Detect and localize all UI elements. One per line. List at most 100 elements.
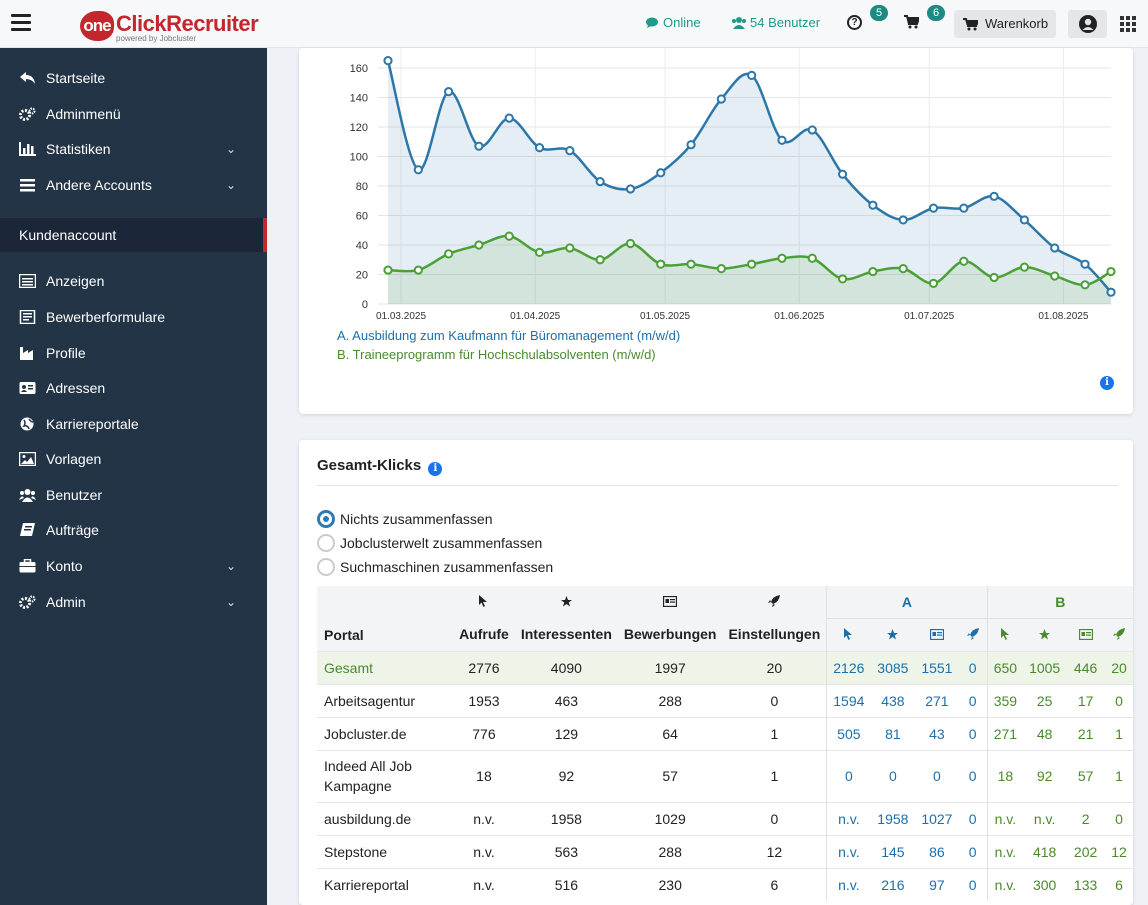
data-point: [686, 259, 696, 269]
radio-label: Jobclusterwelt zusammenfassen: [340, 535, 543, 551]
table-cell-a: 0: [958, 650, 988, 684]
table-cell: 1997: [617, 650, 723, 684]
x-tick-label: 01.07.2025: [904, 311, 954, 322]
table-cell-b: 650: [986, 650, 1024, 684]
portal-name: Gesamt: [317, 650, 454, 684]
x-tick-label: 01.04.2025: [510, 311, 560, 322]
table-cell-a: 3085: [870, 650, 916, 684]
data-point: [565, 146, 575, 156]
table-cell: n.v.: [453, 801, 515, 835]
col-header-einstellungen[interactable]: Einstellungen: [722, 618, 827, 651]
sidebar-item-bewerberformulare[interactable]: Bewerberformulare: [0, 300, 267, 334]
online-link[interactable]: Online: [646, 15, 701, 30]
data-point: [504, 231, 514, 241]
sidebar-item-profile[interactable]: Profile: [0, 336, 267, 370]
table-cell-a: 43: [915, 716, 959, 750]
data-point: [928, 203, 939, 213]
table-cell-b: 359: [986, 683, 1024, 717]
data-point: [413, 165, 423, 175]
rocket-icon: [1105, 617, 1133, 651]
legend-item[interactable]: B. Traineeprogramm für Hochschulabsolven…: [337, 347, 656, 362]
table-cell: n.v.: [453, 867, 515, 901]
sidebar: Startseite Adminmenü Statistiken ⌄ Ander…: [0, 48, 267, 905]
cart-icon[interactable]: [904, 15, 919, 29]
sidebar-item-kundenaccount[interactable]: Kundenaccount: [0, 218, 267, 252]
chevron-down-icon: ⌄: [226, 142, 237, 156]
online-label: Online: [663, 15, 701, 30]
sidebar-item-andere-accounts[interactable]: Andere Accounts ⌄: [0, 168, 267, 202]
sidebar-item-adminmenu[interactable]: Adminmenü: [0, 97, 267, 131]
table-cell-a: 1594: [826, 683, 871, 717]
radio-circle[interactable]: [317, 510, 335, 528]
sidebar-item-konto[interactable]: Konto ⌄: [0, 549, 267, 583]
radio-circle[interactable]: [317, 558, 335, 576]
data-point: [747, 259, 757, 269]
data-point: [1050, 243, 1060, 253]
data-point: [898, 215, 908, 225]
sidebar-item-admin[interactable]: Admin ⌄: [0, 585, 267, 619]
sidebar-item-anzeigen[interactable]: Anzeigen: [0, 264, 267, 298]
help-icon[interactable]: ?: [847, 15, 862, 30]
col-header-bewerbungen[interactable]: Bewerbungen: [617, 618, 723, 651]
col-header-aufrufe[interactable]: Aufrufe: [453, 618, 515, 651]
star-icon: [870, 617, 916, 651]
table-cell-a: n.v.: [826, 867, 871, 901]
table-cell: 64: [617, 716, 723, 750]
radio-circle[interactable]: [317, 534, 335, 552]
chevron-down-icon: ⌄: [226, 178, 237, 192]
data-point: [928, 278, 939, 288]
back-arrow-icon: [20, 72, 35, 84]
logo-badge: one: [80, 11, 114, 41]
y-tick-label: 100: [350, 152, 368, 164]
logo[interactable]: one ClickRecruiter powered by Jobcluster: [66, 5, 259, 45]
data-point: [837, 274, 848, 284]
info-icon[interactable]: i: [1100, 376, 1114, 390]
warenkorb-button[interactable]: Warenkorb: [954, 10, 1056, 38]
sidebar-item-adressen[interactable]: Adressen: [0, 371, 267, 405]
sidebar-item-auftraege[interactable]: Aufträge: [0, 513, 267, 547]
data-point: [777, 253, 787, 263]
legend-label-a: A. Ausbildung zum Kaufmann für Büromanag…: [337, 328, 681, 343]
data-point: [837, 169, 848, 179]
rocket-icon: [958, 617, 988, 651]
chevron-down-icon: ⌄: [226, 595, 237, 609]
table-cell-b: n.v.: [986, 867, 1024, 901]
table-cell-a: 0: [958, 683, 988, 717]
table-cell-a: 81: [870, 716, 916, 750]
col-header-portal[interactable]: Portal: [317, 586, 454, 651]
portal-name: Karriereportal: [317, 867, 454, 901]
apps-grid-icon[interactable]: [1120, 16, 1136, 32]
x-tick-label: 01.05.2025: [640, 311, 690, 322]
sidebar-item-startseite[interactable]: Startseite: [0, 61, 267, 95]
user-menu-button[interactable]: [1068, 10, 1107, 38]
data-point: [474, 240, 484, 250]
sidebar-item-karriereportale[interactable]: Karriereportale: [0, 407, 267, 441]
table-cell: 129: [514, 716, 618, 750]
col-header-interessenten[interactable]: Interessenten: [514, 618, 618, 651]
users-link[interactable]: 54 Benutzer: [731, 15, 820, 30]
data-point: [1050, 271, 1060, 281]
group-header-b: B: [986, 586, 1133, 618]
line-chart: 02040608010012014016018020001.03.202501.…: [350, 48, 1116, 322]
sidebar-item-label: Admin: [46, 594, 86, 610]
help-badge: 5: [870, 5, 888, 21]
menu-toggle-icon[interactable]: [11, 14, 31, 32]
table-cell-b: 2: [1066, 801, 1105, 835]
data-point: [959, 256, 969, 266]
sidebar-item-statistiken[interactable]: Statistiken ⌄: [0, 132, 267, 166]
table-cell-a: 0: [958, 867, 988, 901]
users-icon: [732, 17, 746, 29]
table-cell-b: 17: [1066, 683, 1105, 717]
user-circle-icon: [1079, 15, 1097, 33]
sidebar-item-benutzer[interactable]: Benutzer: [0, 478, 267, 512]
table-cell-a: 216: [870, 867, 916, 901]
cart-icon: [963, 18, 978, 31]
sidebar-item-label: Benutzer: [46, 487, 103, 503]
info-icon[interactable]: i: [428, 462, 443, 476]
legend-item[interactable]: A. Ausbildung zum Kaufmann für Büromanag…: [337, 328, 680, 343]
address-card-icon: [19, 382, 36, 394]
data-point: [625, 238, 636, 249]
table-cell-b: 271: [986, 716, 1024, 750]
table-cell-b: n.v.: [986, 834, 1024, 868]
sidebar-item-vorlagen[interactable]: Vorlagen: [0, 442, 267, 476]
